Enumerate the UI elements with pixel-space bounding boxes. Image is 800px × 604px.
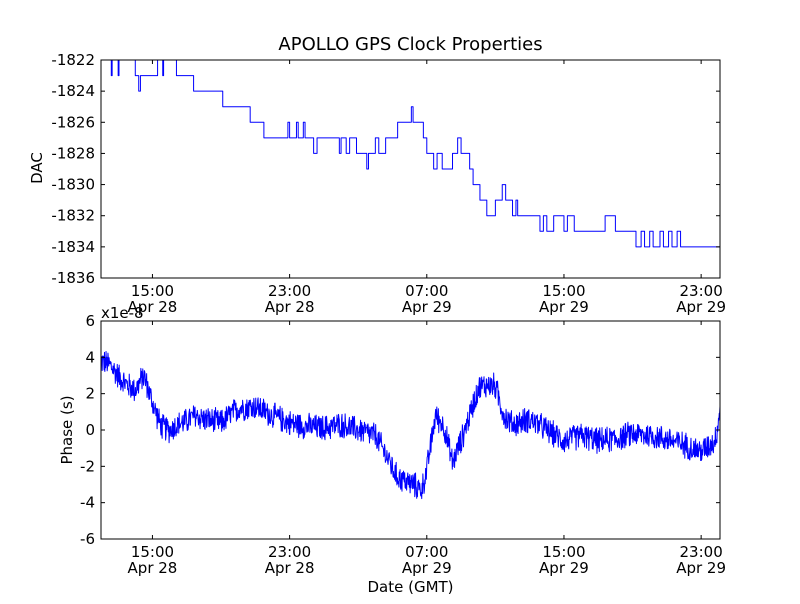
phase-ytick-label: 6 <box>85 312 95 330</box>
phase-xtick-time-label: 07:00 <box>405 543 448 561</box>
phase-series-line <box>100 351 721 500</box>
phase-xtick-date-label: Apr 29 <box>402 559 452 577</box>
dac-ytick-label: -1828 <box>51 144 95 162</box>
dac-ytick-label: -1822 <box>51 51 95 69</box>
chart-title: APOLLO GPS Clock Properties <box>278 34 542 55</box>
dac-xtick-date-label: Apr 29 <box>402 298 452 316</box>
dac-xtick-date-label: Apr 28 <box>265 298 315 316</box>
dac-xtick-date-label: Apr 29 <box>539 298 589 316</box>
phase-xtick-date-label: Apr 29 <box>539 559 589 577</box>
dac-xtick-time-label: 15:00 <box>542 282 585 300</box>
dac-ytick-label: -1826 <box>51 113 95 131</box>
dac-xtick-date-label: Apr 28 <box>128 298 178 316</box>
phase-xtick-date-label: Apr 29 <box>676 559 726 577</box>
x-axis-label: Date (GMT) <box>367 578 453 596</box>
dac-plot-area <box>101 60 720 278</box>
phase-plot-area <box>101 321 720 539</box>
dac-xtick-date-label: Apr 29 <box>676 298 726 316</box>
dac-ytick-label: -1836 <box>51 269 95 287</box>
phase-xtick-date-label: Apr 28 <box>128 559 178 577</box>
phase-ytick-label: 2 <box>85 385 95 403</box>
phase-ylabel: Phase (s) <box>58 395 76 464</box>
phase-ytick-label: -2 <box>80 457 95 475</box>
phase-xtick-time-label: 23:00 <box>680 543 723 561</box>
phase-xtick-time-label: 15:00 <box>131 543 174 561</box>
dac-panel: -1822 -1824 -1826 -1828 -1830 -1832 -1834 -1836… <box>51 51 726 316</box>
phase-ytick-label: 0 <box>85 421 95 439</box>
phase-ytick-label: -6 <box>80 530 95 548</box>
dac-ylabel: DAC <box>28 152 46 184</box>
phase-ytick-label: 4 <box>85 348 95 366</box>
dac-xtick-time-label: 07:00 <box>405 282 448 300</box>
dac-frame <box>100 59 721 279</box>
dac-xtick-time-label: 23:00 <box>268 282 311 300</box>
dac-xtick-time-label: 23:00 <box>680 282 723 300</box>
dac-ytick-label: -1832 <box>51 207 95 225</box>
dac-ytick-label: -1834 <box>51 238 95 256</box>
dac-xtick-time-label: 15:00 <box>131 282 174 300</box>
phase-ytick-label: -4 <box>80 494 95 512</box>
phase-xtick-time-label: 23:00 <box>268 543 311 561</box>
dac-series-line <box>101 59 721 263</box>
dac-ytick-label: -1830 <box>51 176 95 194</box>
phase-scale-label: x1e-8 <box>101 304 144 322</box>
phase-xtick-date-label: Apr 28 <box>265 559 315 577</box>
dac-ytick-label: -1824 <box>51 82 95 100</box>
phase-xtick-time-label: 15:00 <box>542 543 585 561</box>
